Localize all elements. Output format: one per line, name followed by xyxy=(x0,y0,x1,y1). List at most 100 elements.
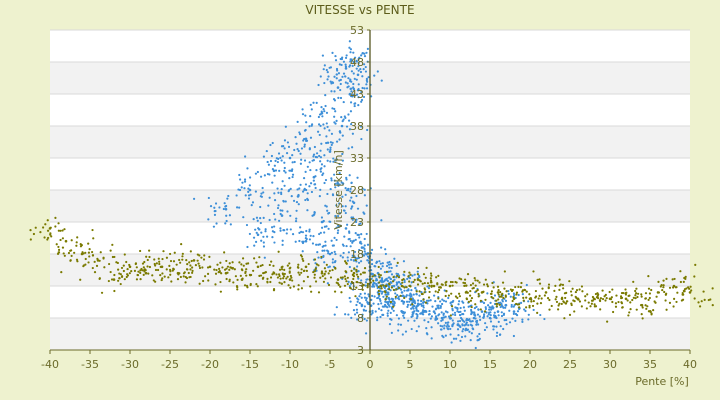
data-point xyxy=(427,299,430,302)
data-point xyxy=(186,263,189,266)
data-point xyxy=(434,300,437,303)
data-point xyxy=(383,303,387,307)
data-point xyxy=(323,231,326,234)
data-point xyxy=(594,292,597,296)
data-point xyxy=(389,311,392,314)
data-point xyxy=(356,297,359,300)
data-point xyxy=(390,273,394,276)
data-point xyxy=(312,270,315,274)
data-point xyxy=(410,281,413,284)
data-point xyxy=(454,295,458,298)
data-point xyxy=(459,316,463,320)
data-point xyxy=(349,245,352,248)
data-point xyxy=(350,123,353,126)
data-point xyxy=(486,285,489,288)
data-point xyxy=(287,190,290,193)
data-point xyxy=(469,294,472,297)
data-point xyxy=(352,309,356,312)
x-tick-label: 0 xyxy=(367,358,374,371)
data-point xyxy=(196,259,199,262)
data-point xyxy=(700,300,703,303)
data-point xyxy=(326,141,329,144)
data-point xyxy=(312,179,315,182)
data-point xyxy=(382,305,385,308)
data-point xyxy=(322,68,325,71)
data-point xyxy=(109,270,112,274)
data-point xyxy=(415,308,418,312)
data-point xyxy=(349,199,352,202)
data-point xyxy=(527,300,530,303)
data-point xyxy=(309,285,312,288)
data-point xyxy=(512,305,515,308)
data-point xyxy=(153,258,156,261)
data-point xyxy=(343,235,346,238)
data-point xyxy=(374,310,377,313)
data-point xyxy=(362,68,365,71)
data-point xyxy=(627,294,630,298)
data-point xyxy=(426,285,429,288)
data-point xyxy=(330,251,334,254)
data-point xyxy=(329,80,332,83)
data-point xyxy=(364,284,367,287)
data-point xyxy=(351,281,354,285)
data-point xyxy=(57,248,61,252)
data-point xyxy=(697,301,700,304)
data-point xyxy=(416,283,420,286)
data-point xyxy=(482,290,485,293)
data-point xyxy=(311,159,314,162)
data-point xyxy=(247,187,250,190)
data-point xyxy=(165,268,168,271)
data-point xyxy=(279,229,282,232)
data-point xyxy=(349,60,352,63)
data-point xyxy=(665,277,668,280)
data-point xyxy=(462,327,465,331)
data-point xyxy=(491,305,494,308)
data-point xyxy=(358,236,361,239)
data-point xyxy=(386,314,389,317)
data-point xyxy=(219,280,222,284)
data-point xyxy=(334,59,338,62)
data-point xyxy=(525,296,528,299)
data-point xyxy=(299,152,302,155)
data-point xyxy=(425,266,428,270)
data-point xyxy=(569,290,573,293)
data-point xyxy=(349,51,352,54)
data-point xyxy=(441,318,444,321)
data-point xyxy=(333,121,336,124)
data-point xyxy=(429,272,433,275)
data-point xyxy=(381,290,384,294)
data-point xyxy=(498,303,501,306)
data-point xyxy=(460,335,464,339)
data-point xyxy=(510,305,513,308)
data-point xyxy=(352,87,355,90)
data-point xyxy=(355,218,358,221)
data-point xyxy=(84,251,87,254)
data-point xyxy=(271,141,274,145)
data-point xyxy=(155,262,158,265)
data-point xyxy=(461,312,464,316)
data-point xyxy=(345,54,348,57)
data-point xyxy=(477,308,480,311)
data-point xyxy=(255,261,258,264)
data-point xyxy=(176,278,180,281)
data-point xyxy=(345,178,348,181)
data-point xyxy=(363,267,367,270)
data-point xyxy=(364,309,368,312)
data-point xyxy=(470,312,473,316)
data-point xyxy=(57,251,60,254)
data-point xyxy=(207,218,210,221)
data-point xyxy=(590,299,594,302)
data-point xyxy=(528,293,531,296)
data-point xyxy=(353,104,356,108)
data-point xyxy=(427,296,431,299)
y-tick-label: 28 xyxy=(350,184,364,197)
data-point xyxy=(388,286,391,289)
data-point xyxy=(414,301,417,305)
data-point xyxy=(350,58,353,61)
data-point xyxy=(386,302,390,306)
data-point xyxy=(499,305,502,309)
data-point xyxy=(490,295,493,299)
data-point xyxy=(538,294,541,297)
data-point xyxy=(256,285,259,288)
data-point xyxy=(366,80,369,83)
